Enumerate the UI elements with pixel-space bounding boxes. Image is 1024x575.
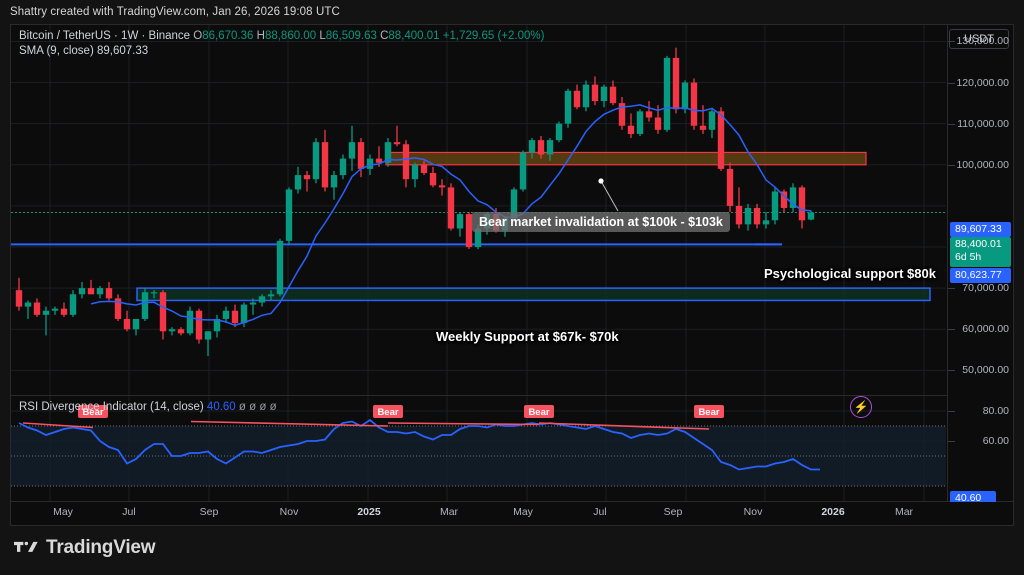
rsi-tick: 60.00 <box>982 435 1009 447</box>
price-tick-dash <box>948 82 955 84</box>
price-tick: 60,000.00 <box>962 323 1009 336</box>
pane-divider <box>11 395 1013 396</box>
last-price-tag: 88,400.01 6d 5h <box>950 237 1011 267</box>
bear-divergence-tag[interactable]: Bear <box>694 405 724 418</box>
svg-text:Bear: Bear <box>377 407 398 418</box>
caption-text: Shattry created with TradingView.com, Ja… <box>10 6 340 18</box>
bear-divergence-tag[interactable]: Bear <box>78 405 108 418</box>
price-tick-dash <box>948 370 955 372</box>
tradingview-brand-text: TradingView <box>46 537 156 558</box>
rsi-tick-dash <box>948 441 955 442</box>
countdown-value: 6d 5h <box>955 251 982 263</box>
time-axis[interactable]: May Jul Sep Nov 2025 Mar May Jul Sep Nov 2026 Mar <box>10 502 1014 526</box>
price-tick: 70,000.00 <box>962 282 1009 295</box>
price-tick-dash <box>948 123 955 125</box>
rsi-pane[interactable]: Bear Bear Bear Bear <box>11 396 946 501</box>
time-axis-label: Sep <box>199 506 219 518</box>
svg-text:Bear: Bear <box>82 407 103 418</box>
time-axis-label: May <box>53 506 73 518</box>
bear-divergence-tag[interactable]: Bear <box>373 405 403 418</box>
psychological-support-label[interactable]: Psychological support $80k <box>764 266 936 281</box>
price-tick: 130,000.00 <box>956 35 1009 48</box>
price-tick-dash <box>948 288 955 290</box>
rsi-tick-dash <box>948 411 955 412</box>
price-scale[interactable]: USDT 130,000.00 120,000.00 110,000.00 100,0… <box>947 25 1013 506</box>
price-tick: 100,000.00 <box>956 158 1009 171</box>
price-tick-dash <box>948 41 955 43</box>
time-axis-label: Jul <box>593 506 607 518</box>
time-axis-label: 2025 <box>357 506 381 518</box>
time-axis-label: Mar <box>439 506 459 518</box>
price-pane[interactable] <box>11 25 946 395</box>
time-axis-label: Mar <box>894 506 914 518</box>
lightning-bolt-icon[interactable]: ⚡ <box>850 396 872 418</box>
time-axis-label: 2026 <box>821 506 845 518</box>
weekly-support-label[interactable]: Weekly Support at $67k- $70k <box>436 329 619 344</box>
time-axis-label: Jul <box>122 506 136 518</box>
price-tick: 110,000.00 <box>957 117 1009 130</box>
bear-divergence-tag[interactable]: Bear <box>524 405 554 418</box>
last-price-value: 88,400.01 <box>955 238 1002 250</box>
price-chart-svg <box>11 25 946 395</box>
price-tick-dash <box>948 164 955 166</box>
tradingview-brand: TradingView <box>14 537 156 559</box>
time-axis-label: Nov <box>279 506 299 518</box>
price-tick: 120,000.00 <box>956 76 1009 89</box>
rsi-tick: 80.00 <box>982 405 1009 417</box>
tradingview-logo-icon <box>14 541 38 552</box>
time-axis-label: Nov <box>743 506 763 518</box>
bear-market-invalidation-label[interactable]: Bear market invalidation at $100k - $103… <box>472 212 730 232</box>
currency-badge[interactable]: USDT <box>949 29 1009 49</box>
sma-price-tag: 89,607.33 <box>950 222 1011 237</box>
time-axis-label: Sep <box>663 506 683 518</box>
svg-text:Bear: Bear <box>528 407 549 418</box>
support-line-tag: 80,623.77 <box>950 268 1011 283</box>
time-axis-label: May <box>513 506 533 518</box>
svg-text:Bear: Bear <box>698 407 719 418</box>
price-tick: 50,000.00 <box>962 364 1009 377</box>
chart-frame: Bear Bear Bear Bear Bitcoin / TetherUS · 1W… <box>10 24 1014 506</box>
rsi-chart-svg: Bear Bear Bear Bear <box>11 396 946 501</box>
price-tick-dash <box>948 329 955 331</box>
